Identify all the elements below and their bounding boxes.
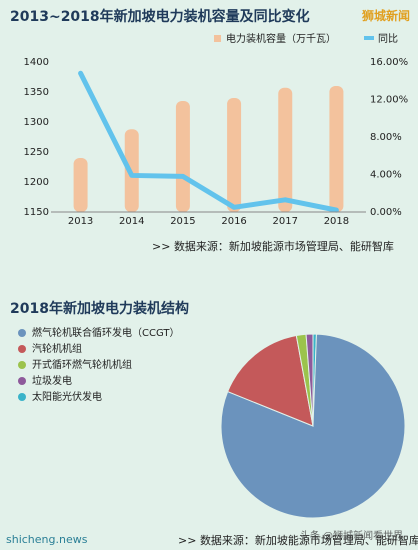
pie-slice bbox=[305, 333, 314, 427]
x-tick-label: 2016 bbox=[221, 216, 246, 224]
pie-legend-item: 开式循环燃气轮机机组 bbox=[18, 358, 179, 374]
pie-slice bbox=[227, 334, 314, 427]
capacity-bar bbox=[227, 98, 242, 212]
bar-series bbox=[73, 86, 344, 212]
x-tick-label: 2017 bbox=[273, 216, 298, 224]
y2-tick-label: 4.00% bbox=[370, 170, 402, 181]
y-axis-right: 0.00% 4.00% 8.00% 12.00% 16.00% bbox=[370, 57, 408, 218]
pie-legend-label: 汽轮机机组 bbox=[32, 344, 82, 355]
chart-title: 2013~2018年新加坡电力装机容量及同比变化 bbox=[10, 9, 310, 25]
chart-legend: 电力装机容量（万千瓦） 同比 bbox=[214, 32, 398, 45]
yoy-point bbox=[181, 174, 185, 178]
source-prefix: >> bbox=[178, 534, 197, 547]
watermark-overlay: 头条 @狮城新闻看世界 bbox=[300, 531, 404, 542]
pie-legend-dot bbox=[18, 345, 26, 353]
pie-legend-label: 燃气轮机联合循环发电（CCGT） bbox=[32, 328, 180, 339]
structure-pie-chart bbox=[220, 333, 406, 519]
pie-legend-label: 太阳能光伏发电 bbox=[32, 392, 102, 403]
y-tick-label: 1200 bbox=[24, 177, 49, 188]
y-tick-label: 1300 bbox=[24, 117, 49, 128]
y2-tick-label: 8.00% bbox=[370, 132, 402, 143]
yoy-point bbox=[130, 173, 134, 177]
x-tick-label: 2013 bbox=[68, 216, 93, 224]
yoy-line bbox=[78, 70, 339, 213]
legend-bar-swatch bbox=[214, 35, 221, 42]
capacity-bar bbox=[329, 86, 344, 212]
yoy-point bbox=[79, 71, 83, 75]
x-tick-label: 2014 bbox=[119, 216, 144, 224]
y-tick-label: 1350 bbox=[24, 87, 49, 98]
capacity-bar bbox=[278, 87, 293, 212]
source-note-2: >> 数据来源：新加坡能源市场管理局、能研智库 bbox=[178, 532, 418, 548]
pie-legend-item: 燃气轮机联合循环发电（CCGT） bbox=[18, 326, 179, 342]
source-prefix: >> bbox=[152, 240, 171, 253]
x-tick-label: 2015 bbox=[170, 216, 195, 224]
pie-legend-label: 垃圾发电 bbox=[32, 376, 72, 387]
capacity-chart: 电力装机容量（万千瓦） 同比 115012001250130013501400 … bbox=[24, 32, 409, 224]
pie-legend-dot bbox=[18, 361, 26, 369]
watermark: shicheng.news bbox=[6, 533, 88, 546]
source-note-1: >> 数据来源：新加坡能源市场管理局、能研智库 bbox=[152, 238, 394, 254]
yoy-point bbox=[232, 205, 236, 209]
pie-legend-label: 开式循环燃气轮机机组 bbox=[32, 360, 132, 371]
yoy-point bbox=[283, 198, 287, 202]
pie-slices bbox=[220, 333, 406, 519]
pie-legend-item: 太阳能光伏发电 bbox=[18, 390, 179, 406]
pie-legend-item: 汽轮机机组 bbox=[18, 342, 179, 358]
legend-line-label: 同比 bbox=[378, 33, 398, 45]
line-series bbox=[78, 70, 339, 213]
yoy-point bbox=[334, 208, 338, 212]
y-tick-label: 1250 bbox=[24, 147, 49, 158]
pie-legend: 燃气轮机联合循环发电（CCGT） 汽轮机机组 开式循环燃气轮机机组 垃圾发电 太… bbox=[18, 326, 179, 406]
y-axis-left: 1150 1200 1250 1300 1350 1400 bbox=[24, 57, 49, 218]
capacity-bar bbox=[73, 158, 88, 212]
y2-tick-label: 12.00% bbox=[370, 95, 408, 106]
legend-bar-label: 电力装机容量（万千瓦） bbox=[226, 32, 336, 45]
x-axis: 2013 2014 2015 2016 2017 2018 bbox=[51, 211, 366, 224]
source-text: 数据来源：新加坡能源市场管理局、能研智库 bbox=[199, 534, 418, 547]
pie-chart-title: 2018年新加坡电力装机结构 bbox=[10, 301, 189, 317]
pie-legend-dot bbox=[18, 393, 26, 401]
pie-legend-dot bbox=[18, 377, 26, 385]
capacity-bar bbox=[175, 101, 190, 212]
y2-tick-label: 16.00% bbox=[370, 57, 408, 68]
pie-legend-dot bbox=[18, 329, 26, 337]
brand-logo-text: 狮城新闻 bbox=[361, 9, 410, 23]
source-text: 数据来源：新加坡能源市场管理局、能研智库 bbox=[173, 240, 394, 253]
pie-legend-item: 垃圾发电 bbox=[18, 374, 179, 390]
y-tick-label: 1150 bbox=[24, 207, 49, 218]
x-tick-label: 2018 bbox=[324, 216, 349, 224]
y-tick-label: 1400 bbox=[24, 57, 49, 68]
y2-tick-label: 0.00% bbox=[370, 207, 402, 218]
